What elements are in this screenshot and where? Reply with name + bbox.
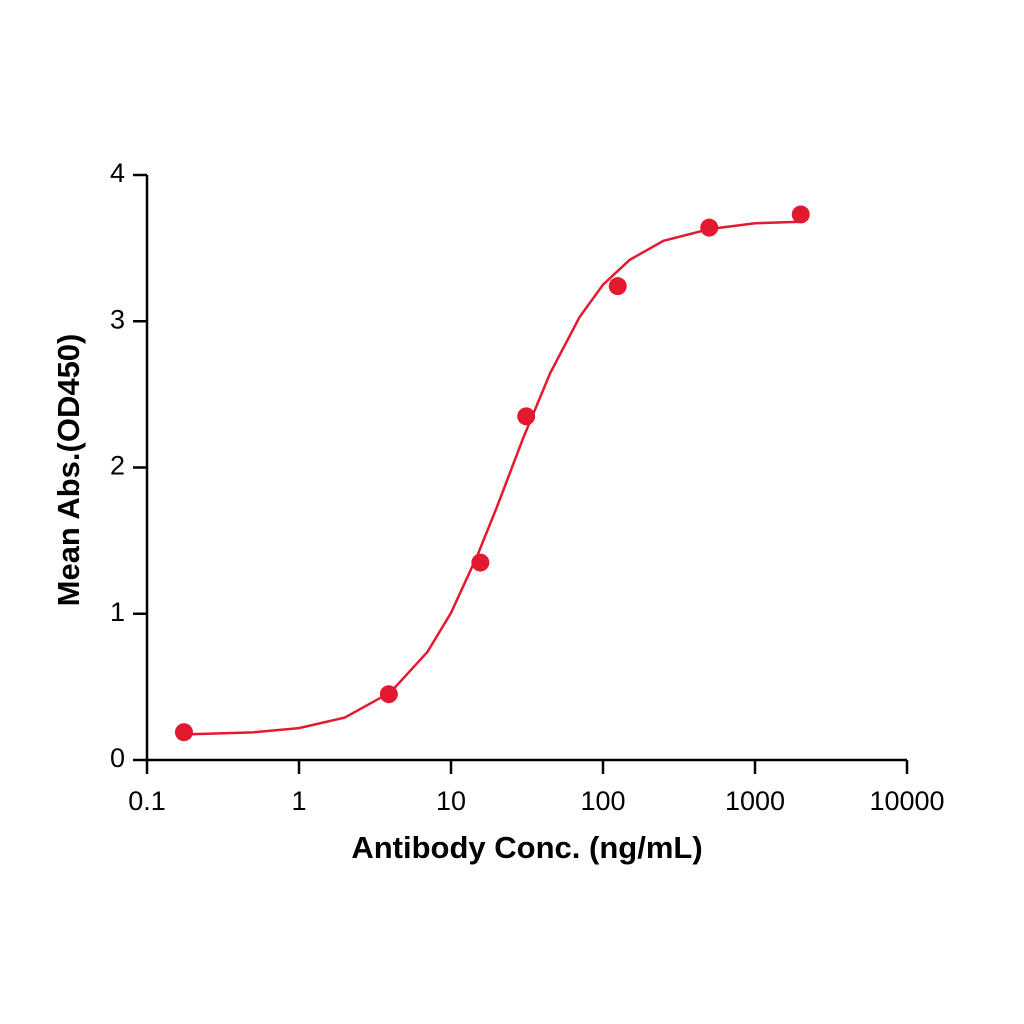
- y-tick-label: 0: [110, 743, 125, 773]
- y-axis-title: Mean Abs.(OD450): [51, 334, 86, 607]
- x-tick-label: 10000: [869, 786, 944, 816]
- y-tick-label: 1: [110, 597, 125, 627]
- y-tick-label: 3: [110, 304, 125, 334]
- data-point: [379, 685, 398, 704]
- data-point: [174, 723, 193, 742]
- x-tick-label: 0.1: [128, 786, 166, 816]
- fit-curve: [185, 220, 801, 736]
- data-point: [517, 407, 536, 426]
- data-point: [791, 205, 810, 224]
- x-axis-title: Antibody Conc. (ng/mL): [351, 830, 702, 865]
- x-tick-label: 100: [580, 786, 625, 816]
- x-tick-label: 1: [291, 786, 306, 816]
- data-point: [471, 553, 490, 572]
- data-point: [700, 218, 719, 237]
- y-tick-label: 2: [110, 451, 125, 481]
- data-point: [608, 277, 627, 296]
- x-tick-label: 1000: [725, 786, 785, 816]
- y-tick-label: 4: [110, 158, 125, 188]
- x-tick-label: 10: [436, 786, 466, 816]
